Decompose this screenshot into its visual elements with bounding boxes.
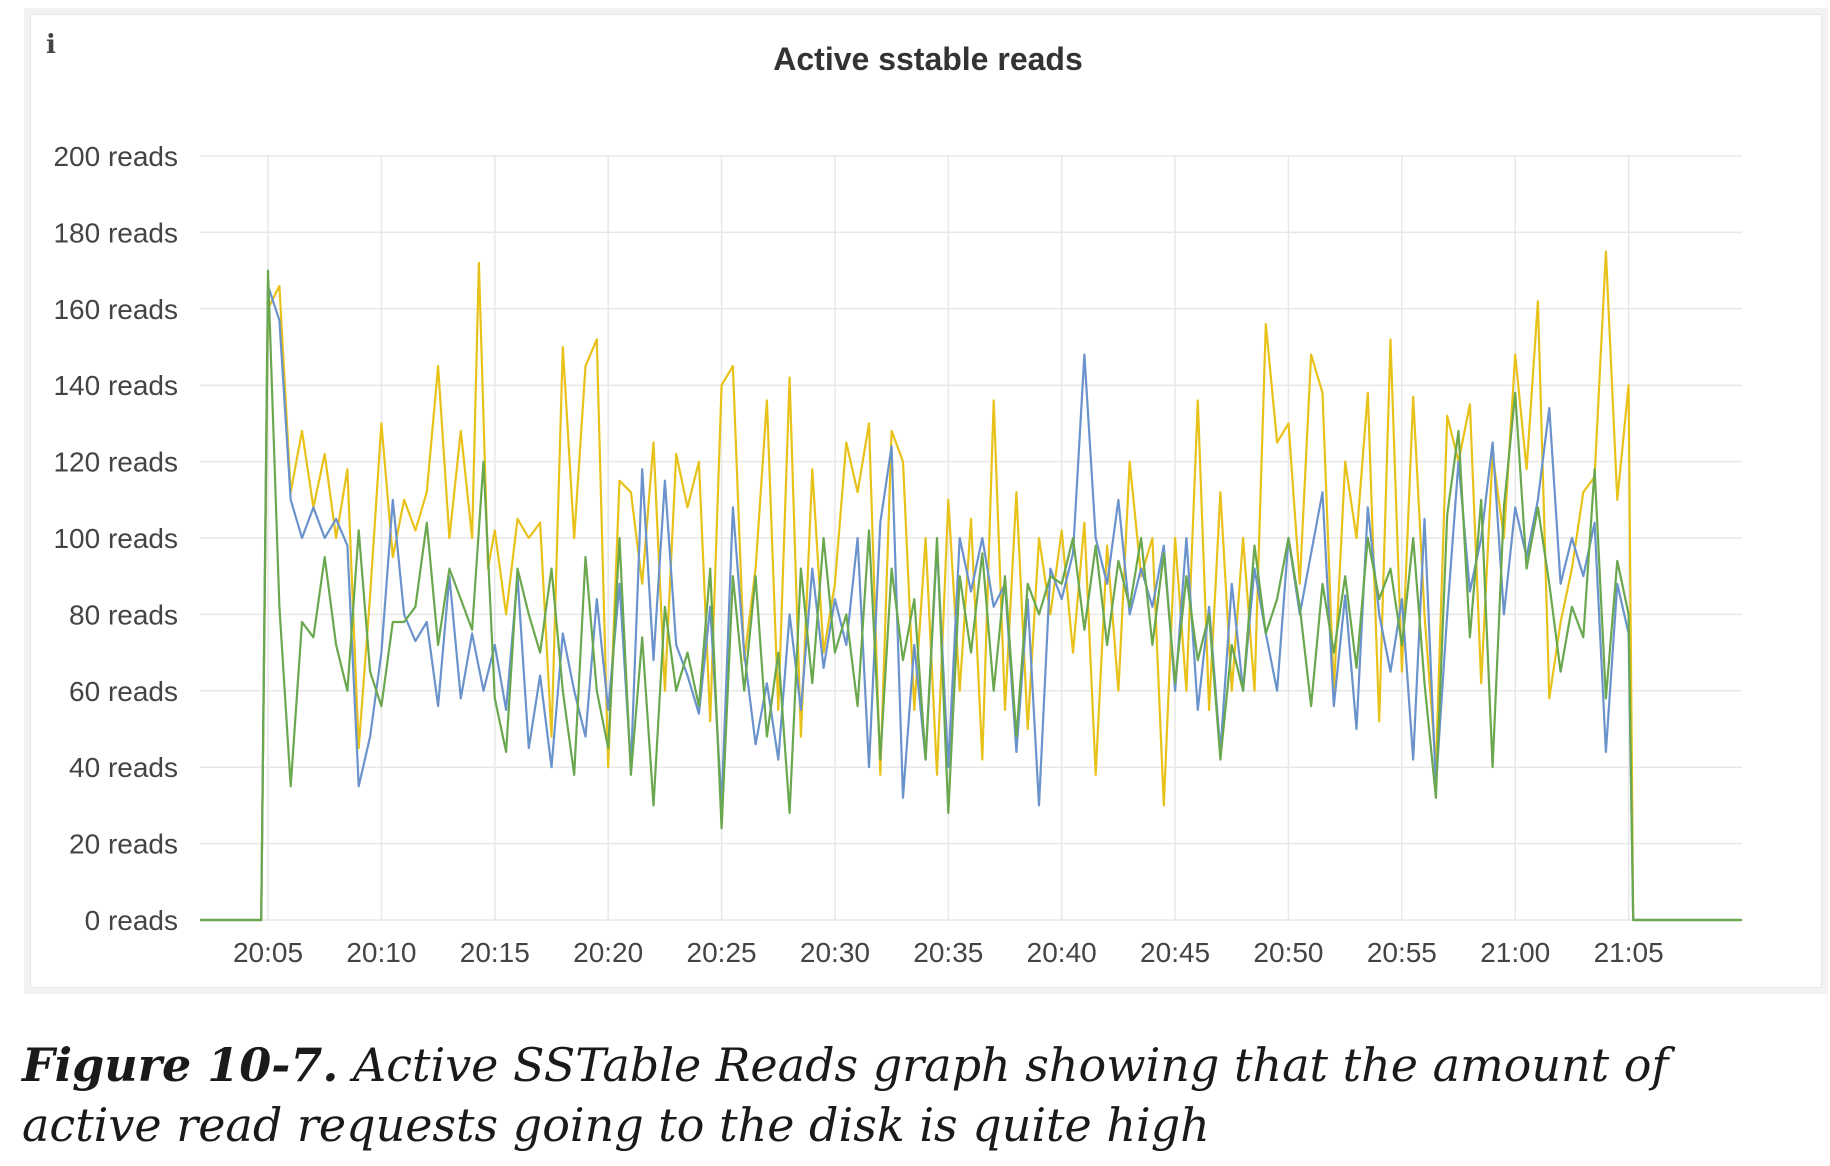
y-axis-labels: 0 reads 20 reads 40 reads 60 reads 80 reads 1… [53, 141, 178, 936]
x-tick-label: 20:50 [1253, 937, 1323, 968]
x-tick-label: 20:05 [233, 937, 303, 968]
x-tick-label: 20:35 [913, 937, 983, 968]
series-line-1 [200, 250, 1742, 922]
y-tick-label: 40 reads [69, 752, 178, 783]
caption-label: Figure 10-7. [22, 1038, 339, 1092]
y-tick-label: 20 reads [69, 829, 178, 860]
y-tick-label: 0 reads [85, 905, 178, 936]
chart-title: Active sstable reads [773, 41, 1083, 77]
y-tick-label: 120 reads [53, 447, 178, 478]
x-tick-label: 20:20 [573, 937, 643, 968]
x-tick-label: 20:10 [346, 937, 416, 968]
y-tick-label: 160 reads [53, 294, 178, 325]
x-tick-label: 20:55 [1367, 937, 1437, 968]
y-tick-label: 180 reads [53, 217, 178, 248]
y-tick-label: 140 reads [53, 370, 178, 401]
line-chart: Active sstable reads 0 reads 20 reads 40 r… [53, 41, 1742, 968]
x-tick-label: 20:40 [1027, 937, 1097, 968]
series-line-3 [200, 269, 1742, 922]
x-tick-label: 20:15 [460, 937, 530, 968]
info-icon[interactable]: i [46, 30, 56, 60]
x-tick-label: 21:00 [1480, 937, 1550, 968]
caption-text: Active SSTable Reads graph showing that … [22, 1038, 1669, 1152]
figure-caption: Figure 10-7. Active SSTable Reads graph … [22, 1035, 1812, 1155]
x-axis-labels: 20:05 20:10 20:15 20:20 20:25 20:30 20:35 20:40… [233, 937, 1664, 968]
series-lines [200, 250, 1742, 922]
series-line-2 [200, 284, 1742, 922]
x-tick-label: 20:25 [687, 937, 757, 968]
y-tick-label: 60 reads [69, 676, 178, 707]
chart-panel [30, 14, 1822, 988]
y-tick-label: 80 reads [69, 599, 178, 630]
y-tick-label: 100 reads [53, 523, 178, 554]
x-tick-label: 21:05 [1594, 937, 1664, 968]
y-tick-label: 200 reads [53, 141, 178, 172]
x-tick-label: 20:45 [1140, 937, 1210, 968]
x-tick-label: 20:30 [800, 937, 870, 968]
